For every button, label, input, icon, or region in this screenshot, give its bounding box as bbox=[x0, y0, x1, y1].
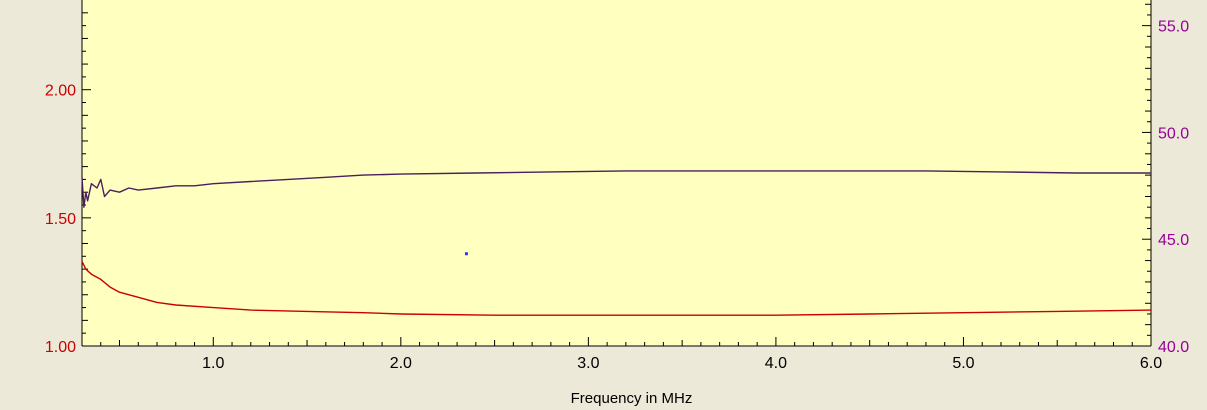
right-tick-label: 55.0 bbox=[1158, 19, 1189, 36]
right-tick-label: 50.0 bbox=[1158, 125, 1189, 142]
x-tick-label: 1.0 bbox=[202, 355, 224, 372]
right-tick-label: 45.0 bbox=[1158, 232, 1189, 249]
plot-area bbox=[82, 0, 1151, 346]
right-tick-label: 40.0 bbox=[1158, 339, 1189, 356]
x-tick-label: 6.0 bbox=[1140, 355, 1162, 372]
left-tick-label: 1.00 bbox=[45, 339, 76, 356]
series-line-right-axis bbox=[81, 170, 1151, 208]
left-tick-label: 2.00 bbox=[45, 83, 76, 100]
x-tick-label: 3.0 bbox=[577, 355, 599, 372]
series-line-left-axis bbox=[81, 261, 1152, 316]
labels-layer: 1.0 2.0 3.0 4.0 5.0 6.0 Frequency in MHz 1.00 1.… bbox=[45, 19, 1189, 407]
series-layer bbox=[81, 170, 1152, 316]
data-point-marker bbox=[464, 252, 468, 256]
x-tick-label: 2.0 bbox=[390, 355, 412, 372]
left-tick-label: 1.50 bbox=[45, 211, 76, 228]
x-tick-label: 5.0 bbox=[952, 355, 974, 372]
x-tick-label: 4.0 bbox=[765, 355, 787, 372]
x-axis-title: Frequency in MHz bbox=[571, 390, 693, 407]
